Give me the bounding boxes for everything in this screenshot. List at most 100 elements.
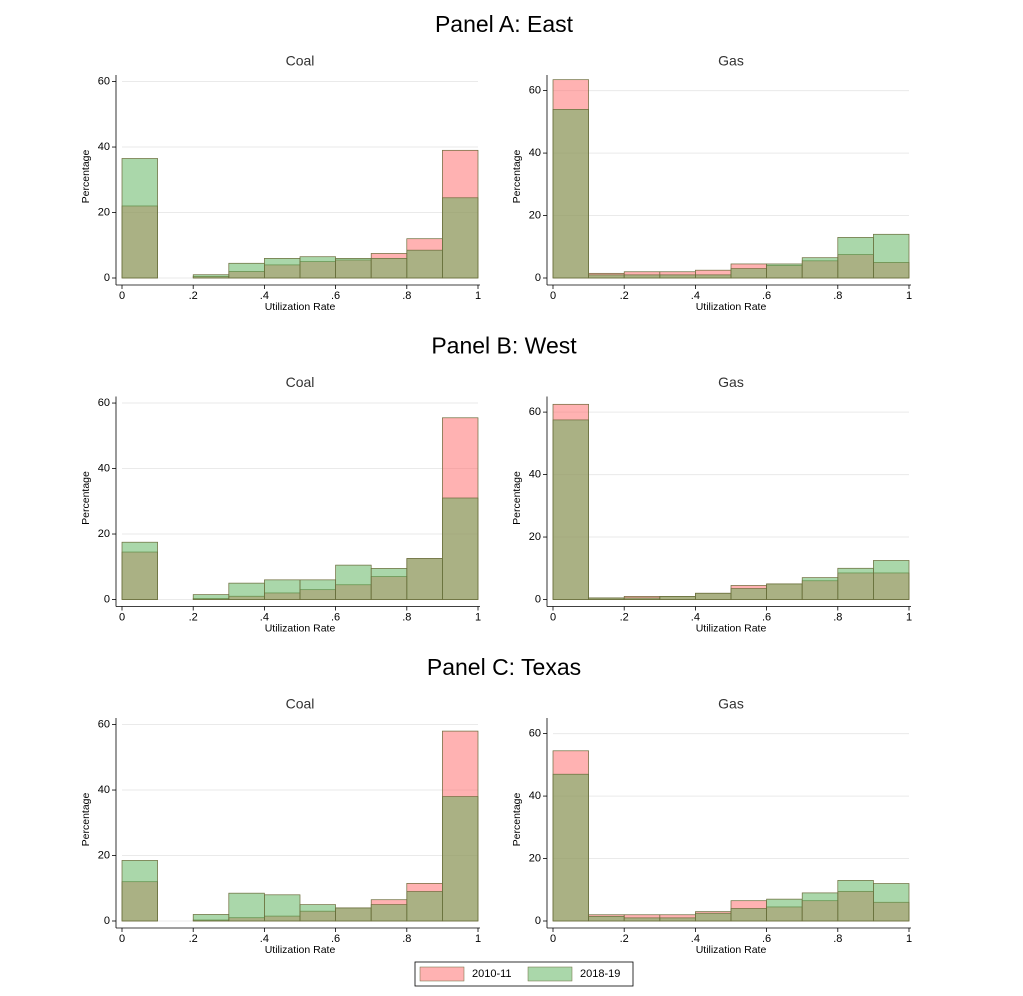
x-tick-label: 1: [475, 290, 481, 302]
y-tick-label: 0: [535, 593, 541, 605]
legend-label: 2018-19: [580, 968, 620, 980]
histogram-bar: [552, 109, 589, 279]
chart-title: Gas: [718, 53, 744, 69]
histogram-bar: [801, 577, 839, 600]
x-tick-label: .6: [762, 611, 771, 623]
histogram-bar: [264, 894, 301, 922]
y-tick-label: 60: [98, 397, 110, 409]
y-tick-label: 60: [529, 85, 541, 97]
y-tick-label: 20: [98, 206, 110, 218]
x-tick-label: .8: [402, 611, 411, 623]
histogram-bar: [442, 197, 479, 279]
histogram-bar: [299, 256, 336, 279]
histogram-bar: [873, 883, 910, 922]
x-tick-label: .4: [260, 611, 269, 623]
histogram-bar: [695, 592, 732, 600]
histogram-bar: [588, 597, 625, 600]
x-axis-label: Utilization Rate: [696, 622, 767, 634]
histogram-bar: [442, 796, 479, 922]
y-axis-label: Percentage: [80, 471, 92, 525]
y-axis-label: Percentage: [511, 149, 523, 203]
histogram-bar: [228, 262, 265, 279]
histogram-bar: [552, 773, 589, 922]
y-tick-label: 40: [529, 468, 541, 480]
x-tick-label: .8: [833, 290, 842, 302]
histogram-bar: [623, 274, 661, 279]
x-tick-label: .8: [833, 933, 842, 945]
histogram-bar: [121, 541, 158, 600]
y-tick-label: 40: [98, 141, 110, 153]
histogram-bar: [837, 567, 874, 600]
histogram-bar: [264, 579, 301, 600]
y-tick-label: 40: [98, 462, 110, 474]
histogram-bar: [659, 917, 696, 922]
legend-swatch: [419, 966, 465, 982]
x-tick-label: 1: [475, 933, 481, 945]
histogram-bar: [335, 907, 372, 922]
histogram-bar: [730, 268, 767, 279]
x-tick-label: 0: [550, 933, 556, 945]
x-tick-label: .8: [402, 933, 411, 945]
histogram-bar: [228, 582, 265, 600]
histogram-bar: [837, 880, 874, 922]
histogram-bar: [299, 904, 336, 922]
x-tick-label: .8: [833, 611, 842, 623]
histogram-bar: [335, 258, 372, 279]
histogram-bar: [442, 497, 479, 600]
x-tick-label: 1: [906, 290, 912, 302]
histogram-bar: [121, 158, 158, 279]
histogram-bar: [659, 596, 696, 600]
histogram-bar: [588, 274, 625, 279]
y-tick-label: 40: [98, 784, 110, 796]
x-tick-label: .4: [691, 290, 700, 302]
histogram-bar: [228, 892, 265, 922]
y-tick-label: 20: [529, 852, 541, 864]
histogram-bar: [623, 917, 661, 922]
chart-title: Coal: [286, 53, 315, 69]
histogram-bar: [121, 860, 158, 922]
histogram-bar: [730, 908, 767, 922]
y-axis-label: Percentage: [80, 149, 92, 203]
chart-title: Coal: [286, 696, 315, 712]
y-tick-label: 0: [104, 272, 110, 284]
chart-title: Gas: [718, 374, 744, 390]
y-tick-label: 40: [529, 790, 541, 802]
legend-swatch: [527, 966, 573, 982]
histogram-bar: [730, 588, 767, 600]
x-tick-label: 1: [475, 611, 481, 623]
chart-title: Coal: [286, 374, 315, 390]
x-tick-label: .2: [620, 290, 629, 302]
histogram-bar: [370, 258, 408, 279]
x-tick-label: .6: [331, 290, 340, 302]
x-axis-label: Utilization Rate: [265, 301, 336, 313]
legend-label: 2010-11: [472, 968, 512, 980]
x-tick-label: .6: [331, 611, 340, 623]
histogram-bar: [406, 891, 443, 922]
panel-title: Panel C: Texas: [427, 654, 581, 680]
x-tick-label: .8: [402, 290, 411, 302]
histogram-bar: [695, 274, 732, 279]
histogram-bar: [766, 263, 803, 279]
histogram-bar: [588, 915, 625, 922]
x-tick-label: 0: [550, 290, 556, 302]
y-axis-label: Percentage: [511, 471, 523, 525]
x-tick-label: 0: [550, 611, 556, 623]
histogram-bar: [837, 237, 874, 279]
x-tick-label: .2: [189, 290, 198, 302]
histogram-bar: [801, 892, 839, 922]
x-tick-label: 0: [119, 933, 125, 945]
y-tick-label: 20: [98, 528, 110, 540]
histogram-bar: [370, 904, 408, 922]
histogram-bar: [192, 914, 230, 922]
x-tick-label: 1: [906, 933, 912, 945]
x-tick-label: .2: [189, 933, 198, 945]
histogram-bar: [552, 419, 589, 600]
x-tick-label: 1: [906, 611, 912, 623]
y-axis-label: Percentage: [80, 792, 92, 846]
x-tick-label: .6: [762, 933, 771, 945]
histogram-bar: [370, 568, 408, 600]
y-tick-label: 20: [529, 209, 541, 221]
histogram-bar: [873, 233, 910, 279]
chart-title: Gas: [718, 696, 744, 712]
